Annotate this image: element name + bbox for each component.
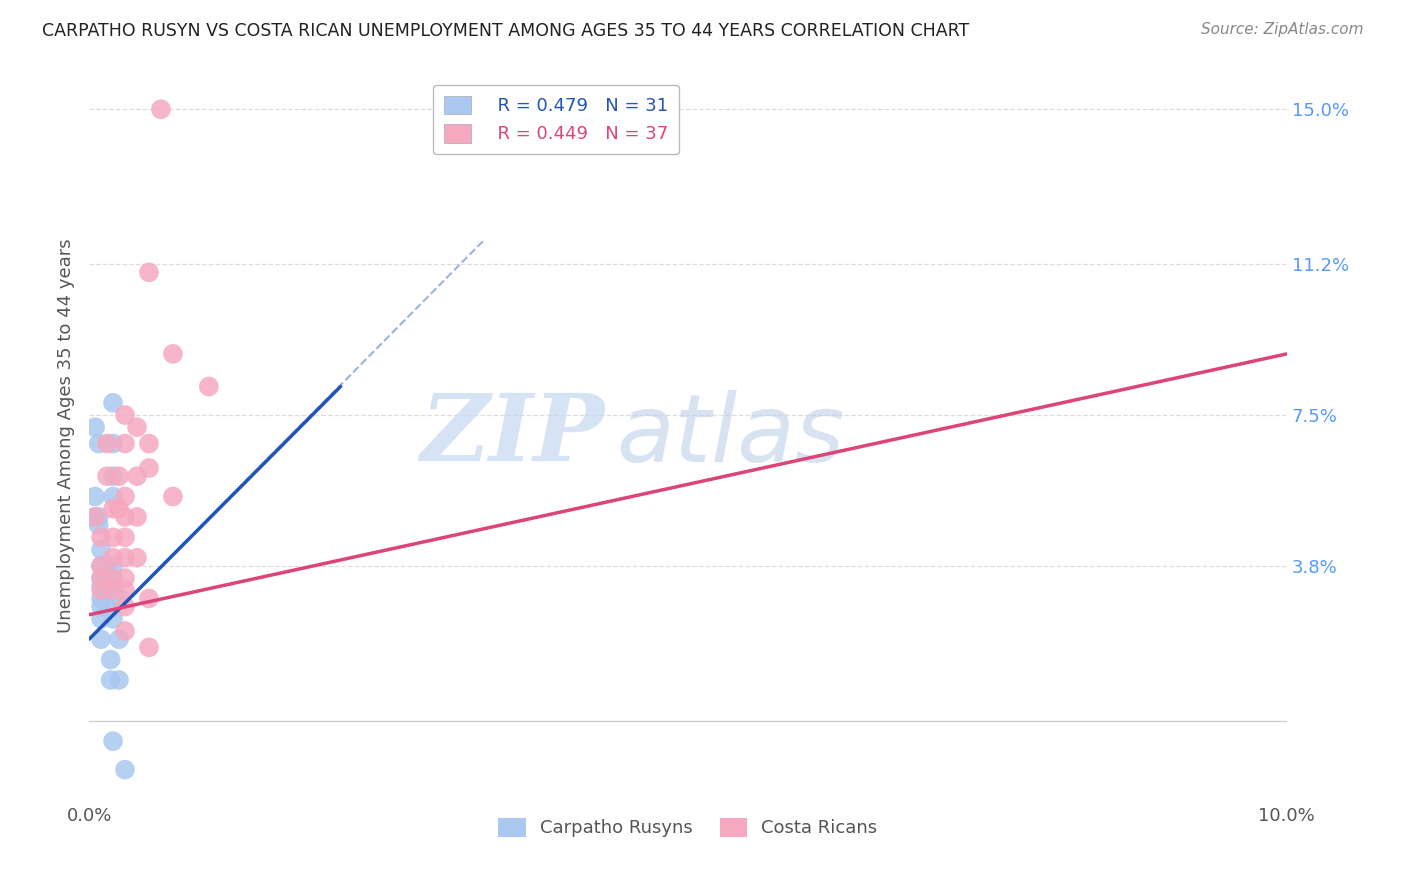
Point: [90, 612, 112, 626]
Point: [101, 612, 124, 626]
Legend: Carpatho Rusyns, Costa Ricans: Carpatho Rusyns, Costa Ricans: [491, 811, 884, 845]
Point: [114, 408, 136, 422]
Point: [90, 571, 112, 585]
Point: [162, 490, 184, 504]
Point: [108, 673, 131, 687]
Point: [114, 550, 136, 565]
Point: [114, 436, 136, 450]
Point: [90, 579, 112, 593]
Text: Source: ZipAtlas.com: Source: ZipAtlas.com: [1201, 22, 1364, 37]
Point: [138, 461, 160, 475]
Point: [101, 571, 124, 585]
Point: [90, 571, 112, 585]
Point: [96, 436, 118, 450]
Point: [125, 469, 148, 483]
Point: [101, 490, 124, 504]
Point: [114, 510, 136, 524]
Point: [90, 591, 112, 606]
Point: [125, 550, 148, 565]
Text: ZIP: ZIP: [420, 391, 605, 481]
Point: [114, 763, 136, 777]
Point: [100, 652, 122, 666]
Point: [108, 469, 131, 483]
Point: [162, 347, 184, 361]
Text: atlas: atlas: [616, 390, 845, 481]
Point: [90, 542, 112, 557]
Point: [101, 583, 124, 598]
Point: [125, 420, 148, 434]
Text: CARPATHO RUSYN VS COSTA RICAN UNEMPLOYMENT AMONG AGES 35 TO 44 YEARS CORRELATION: CARPATHO RUSYN VS COSTA RICAN UNEMPLOYME…: [42, 22, 969, 40]
Point: [101, 530, 124, 544]
Point: [101, 558, 124, 573]
Point: [101, 436, 124, 450]
Point: [84, 490, 107, 504]
Point: [87, 518, 110, 533]
Point: [114, 571, 136, 585]
Point: [101, 469, 124, 483]
Point: [138, 265, 160, 279]
Point: [101, 579, 124, 593]
Point: [90, 530, 112, 544]
Point: [87, 436, 110, 450]
Point: [114, 530, 136, 544]
Point: [125, 510, 148, 524]
Point: [90, 558, 112, 573]
Point: [101, 734, 124, 748]
Point: [138, 436, 160, 450]
Point: [96, 469, 118, 483]
Point: [90, 632, 112, 647]
Point: [138, 591, 160, 606]
Point: [114, 624, 136, 638]
Point: [114, 490, 136, 504]
Point: [101, 550, 124, 565]
Point: [90, 599, 112, 614]
Point: [108, 591, 131, 606]
Point: [114, 599, 136, 614]
Point: [108, 632, 131, 647]
Point: [84, 510, 107, 524]
Point: [87, 510, 110, 524]
Point: [96, 558, 118, 573]
Point: [149, 103, 172, 117]
Point: [101, 396, 124, 410]
Point: [96, 599, 118, 614]
Point: [198, 379, 221, 393]
Point: [114, 583, 136, 598]
Point: [90, 558, 112, 573]
Point: [90, 583, 112, 598]
Point: [84, 510, 107, 524]
Point: [96, 579, 118, 593]
Point: [84, 420, 107, 434]
Point: [108, 501, 131, 516]
Point: [138, 640, 160, 655]
Y-axis label: Unemployment Among Ages 35 to 44 years: Unemployment Among Ages 35 to 44 years: [58, 238, 75, 632]
Point: [100, 673, 122, 687]
Point: [101, 501, 124, 516]
